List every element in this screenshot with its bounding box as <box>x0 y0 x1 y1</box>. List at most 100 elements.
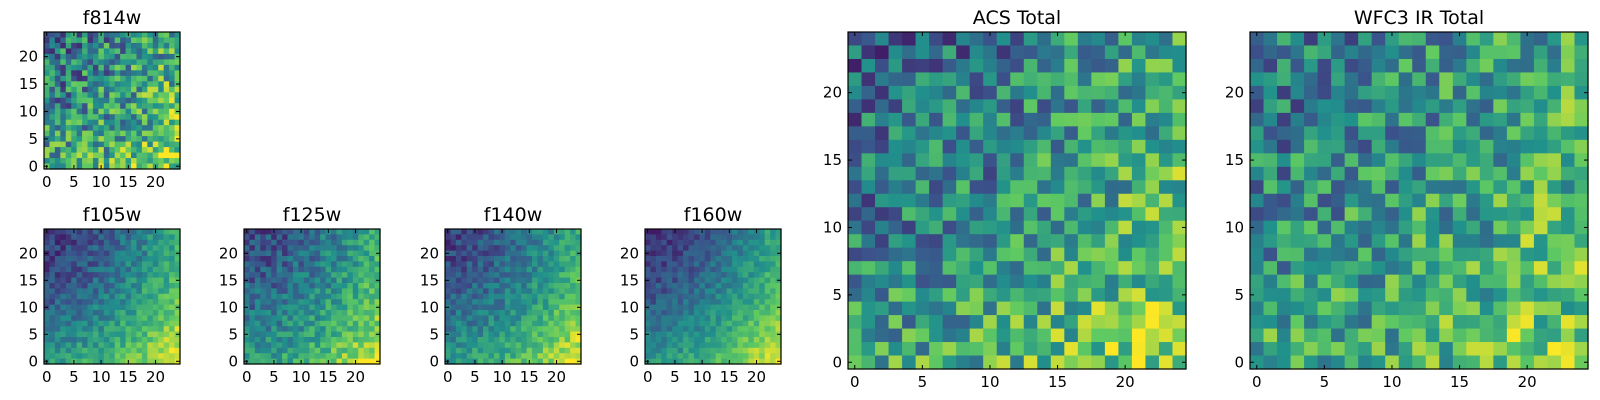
heatmap-cell <box>1104 99 1119 114</box>
heatmap-cell <box>120 141 127 148</box>
heatmap-cell <box>87 245 94 252</box>
heatmap-cell <box>125 272 132 279</box>
heatmap-cell <box>488 256 495 262</box>
heatmap-cell <box>125 342 132 349</box>
heatmap-cell <box>152 353 159 360</box>
heatmap-cell <box>98 152 105 159</box>
heatmap-cell <box>44 353 51 360</box>
heatmap-cell <box>742 304 749 311</box>
heatmap-cell <box>683 245 690 252</box>
heatmap-cell <box>352 261 359 268</box>
heatmap-cell <box>92 288 99 295</box>
heatmap-cell <box>314 272 321 279</box>
heatmap-cell <box>748 342 755 349</box>
heatmap-cell <box>1263 139 1278 154</box>
heatmap-cell <box>969 139 984 154</box>
heatmap-cell <box>983 234 998 249</box>
heatmap-cell <box>163 256 170 262</box>
heatmap-cell <box>1331 58 1346 74</box>
heatmap-cell <box>493 250 500 257</box>
heatmap-cell <box>650 347 657 354</box>
heatmap-cell <box>710 245 717 252</box>
heatmap-cell <box>60 103 67 110</box>
heatmap-cell <box>1398 261 1413 276</box>
heatmap-cell <box>1412 72 1427 87</box>
heatmap-cell <box>152 97 159 104</box>
heatmap-cell <box>455 337 462 343</box>
heatmap-cell <box>60 114 67 121</box>
heatmap-cell <box>1317 166 1332 181</box>
heatmap-cell <box>472 272 479 279</box>
heatmap-cell <box>455 310 462 316</box>
heatmap-cell <box>1172 99 1187 114</box>
heatmap-cell <box>1145 45 1160 60</box>
heatmap-cell <box>158 299 165 306</box>
heatmap-cell <box>292 239 299 246</box>
heatmap-cell <box>466 261 473 268</box>
heatmap-cell <box>163 229 170 235</box>
heatmap-cell <box>559 315 566 322</box>
heatmap-cell <box>1439 301 1454 316</box>
heatmap-cell <box>677 315 684 322</box>
heatmap-cell <box>942 180 957 195</box>
heatmap-cell <box>87 114 94 121</box>
heatmap-cell <box>169 163 176 170</box>
heatmap-cell <box>770 239 777 246</box>
heatmap-cell <box>537 261 544 268</box>
heatmap-cell <box>76 48 83 55</box>
heatmap-cell <box>82 310 89 316</box>
heatmap-cell <box>704 320 711 327</box>
heatmap-cell <box>445 342 452 349</box>
heatmap-cell <box>103 48 110 55</box>
heatmap-cell <box>515 320 522 327</box>
heatmap-cell <box>331 331 338 338</box>
heatmap-cell <box>1104 153 1119 168</box>
heatmap-cell <box>309 256 316 262</box>
heatmap-cell <box>559 239 566 246</box>
heatmap-cell <box>488 261 495 268</box>
heatmap-cell <box>483 239 490 246</box>
heatmap-cell <box>759 283 766 289</box>
heatmap-cell <box>956 180 971 195</box>
heatmap-cell <box>254 239 261 246</box>
heatmap-cell <box>472 347 479 354</box>
heatmap-cell <box>942 166 957 181</box>
heatmap-cell <box>1104 274 1119 289</box>
heatmap-cell <box>125 152 132 159</box>
heatmap-cell <box>125 141 132 148</box>
heatmap-cell <box>1479 72 1494 87</box>
heatmap-cell <box>1091 112 1106 127</box>
heatmap-cell <box>336 245 343 252</box>
heatmap-cell <box>147 283 154 289</box>
heatmap-cell <box>672 245 679 252</box>
heatmap-cell <box>1172 355 1187 370</box>
heatmap-cell <box>661 304 668 311</box>
heatmap-cell <box>141 32 148 39</box>
heatmap-cell <box>147 304 154 311</box>
heatmap-cell <box>1304 274 1319 289</box>
heatmap-cell <box>1091 72 1106 87</box>
heatmap-cell <box>1172 85 1187 100</box>
heatmap-cell <box>147 37 154 44</box>
heatmap-cell <box>996 45 1011 60</box>
heatmap-cell <box>1560 112 1576 127</box>
heatmap-cell <box>650 353 657 360</box>
heatmap-cell <box>65 239 72 246</box>
heatmap-cell <box>303 320 310 327</box>
heatmap-cell <box>1104 355 1119 370</box>
heatmap-cell <box>87 147 94 154</box>
heatmap-cell <box>661 250 668 257</box>
x-tick-label: 20 <box>547 368 566 386</box>
heatmap-cell <box>942 234 957 249</box>
heatmap-cell <box>1412 45 1427 60</box>
heatmap-cell <box>141 125 148 132</box>
heatmap-cell <box>564 250 571 257</box>
heatmap-cell <box>753 261 760 268</box>
heatmap-cell <box>693 347 700 354</box>
heatmap-cell <box>174 299 181 306</box>
heatmap-cell <box>314 261 321 268</box>
heatmap-cell <box>915 139 930 154</box>
heatmap-cell <box>244 320 251 327</box>
heatmap-cell <box>336 299 343 306</box>
heatmap-cell <box>848 180 863 195</box>
